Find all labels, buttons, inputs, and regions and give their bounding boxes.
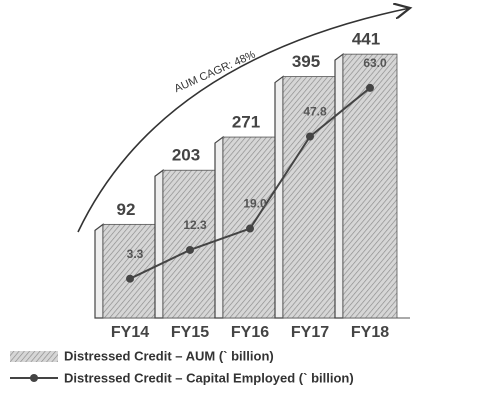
x-tick-label: FY17 [291, 324, 329, 341]
bar-side [274, 75, 284, 319]
value-label: 12.3 [183, 218, 207, 232]
value-label: 395 [292, 52, 320, 71]
line-marker [126, 274, 134, 283]
cagr-arrow [77, 8, 410, 233]
x-tick-label: FY16 [231, 324, 269, 341]
value-label: 271 [232, 113, 260, 132]
value-label: 203 [172, 146, 200, 165]
value-label: 92 [117, 200, 136, 219]
legend: Distressed Credit – AUM (` billion) Dist… [10, 348, 354, 385]
value-label: 441 [352, 30, 380, 49]
bar-side [154, 169, 164, 319]
bar-side [334, 52, 344, 319]
bar [282, 76, 338, 319]
legend-label: Distressed Credit – AUM (` billion) [64, 348, 274, 363]
bar [342, 53, 398, 319]
line-marker [366, 83, 374, 92]
legend-label: Distressed Credit – Capital Employed (` … [64, 370, 354, 385]
legend-marker [30, 374, 38, 382]
x-tick-label: FY15 [171, 324, 209, 341]
line-marker [246, 224, 254, 233]
bar-side [94, 223, 104, 319]
legend-swatch [10, 351, 58, 362]
line-marker [186, 245, 194, 254]
line-marker [306, 132, 314, 141]
x-tick-label: FY14 [111, 324, 149, 341]
value-label: 3.3 [127, 247, 144, 261]
bar-side [214, 135, 224, 319]
value-label: 47.8 [303, 105, 327, 119]
value-label: 63.0 [363, 56, 387, 70]
x-tick-label: FY18 [351, 324, 389, 341]
annotation: AUM CAGR: 48% [173, 49, 258, 96]
bar [102, 223, 158, 319]
value-label: 19.0 [243, 197, 267, 211]
